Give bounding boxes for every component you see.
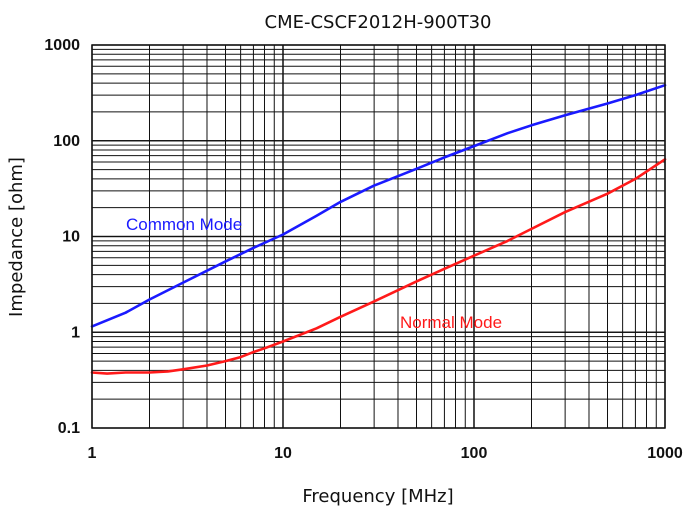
plot-frame xyxy=(91,44,666,429)
tick-labels: 1 10 100 1000 0.1 1 10 100 1000 xyxy=(44,37,682,462)
y-tick-label: 1000 xyxy=(44,37,80,54)
x-tick-label: 100 xyxy=(461,445,488,462)
x-tick-label: 1000 xyxy=(647,445,683,462)
y-axis-label: Impedance [ohm] xyxy=(6,157,27,317)
series-label-common-mode: Common Mode xyxy=(126,215,242,234)
x-axis-label: Frequency [MHz] xyxy=(302,486,453,507)
series-line-normal-mode xyxy=(90,158,667,375)
x-tick-label: 10 xyxy=(274,445,292,462)
x-tick-label: 1 xyxy=(88,445,97,462)
y-tick-label: 10 xyxy=(62,229,80,246)
y-tick-label: 1 xyxy=(71,324,80,341)
y-tick-label: 0.1 xyxy=(58,420,80,437)
grid xyxy=(91,44,666,429)
chart-title: CME-CSCF2012H-900T30 xyxy=(265,12,492,33)
series-lines xyxy=(90,83,667,375)
series-line-common-mode xyxy=(90,83,667,328)
series-label-normal-mode: Normal Mode xyxy=(400,313,502,332)
y-tick-label: 100 xyxy=(53,133,80,150)
